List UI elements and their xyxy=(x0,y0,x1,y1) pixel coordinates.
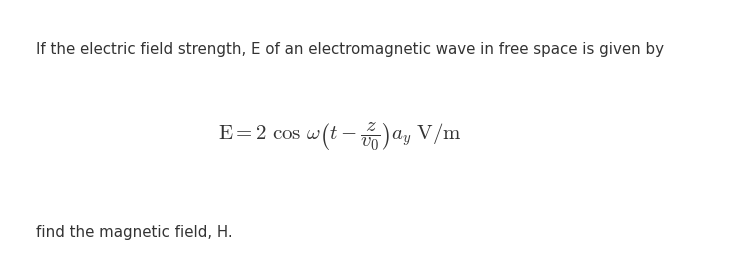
Text: $\mathrm{E} = 2\ \mathrm{cos}\ \omega\left(t - \dfrac{z}{v_0}\right)a_y\ \mathrm: $\mathrm{E} = 2\ \mathrm{cos}\ \omega\le… xyxy=(218,121,462,153)
Text: find the magnetic field, H.: find the magnetic field, H. xyxy=(36,226,232,240)
Text: If the electric field strength, E of an electromagnetic wave in free space is gi: If the electric field strength, E of an … xyxy=(36,42,664,57)
